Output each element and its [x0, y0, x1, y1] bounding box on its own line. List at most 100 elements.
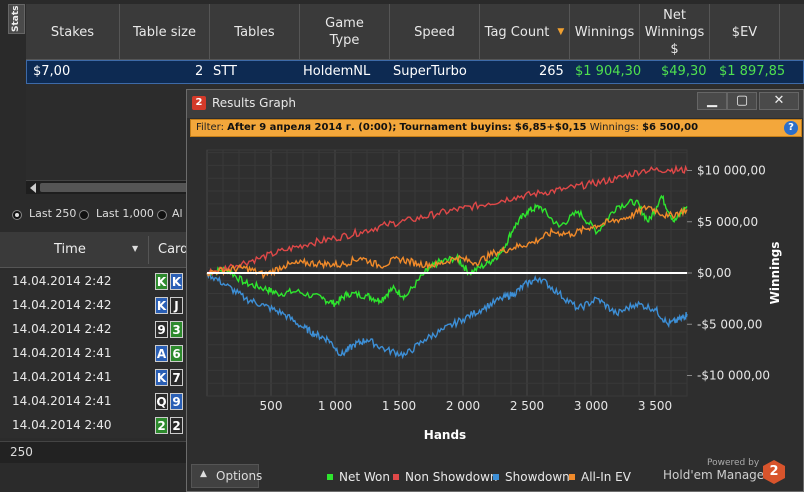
legend-swatch: [493, 474, 499, 480]
series-line-non-showdown: [206, 164, 688, 276]
cell-speed: SuperTurbo: [393, 64, 467, 79]
stats-tab[interactable]: Stats: [8, 4, 25, 34]
close-button[interactable]: ✕: [759, 92, 799, 110]
window-titlebar[interactable]: 2 Results Graph ▁ ▢ ✕: [187, 90, 803, 118]
series-line-showdown: [206, 272, 688, 360]
column-tables[interactable]: Tables: [210, 4, 300, 60]
hand-row[interactable]: 14.04.2014 2:41 Q 9: [0, 390, 188, 414]
hands-table-header: Time ▼ Card: [0, 232, 188, 268]
stats-row[interactable]: $7,00 2 STT HoldemNL SuperTurbo 265 $1 9…: [26, 60, 804, 84]
column-stakes[interactable]: Stakes: [26, 4, 120, 60]
legend-label: All-In EV: [581, 470, 631, 484]
x-tick-label: 2 000: [446, 399, 480, 413]
options-button[interactable]: ▲ Options: [191, 464, 263, 488]
sort-arrow-icon: ▼: [557, 26, 565, 37]
legend-swatch: [569, 474, 575, 480]
minimize-button[interactable]: ▁: [697, 92, 727, 110]
legend-item[interactable]: All-In EV: [569, 470, 631, 484]
hand-row[interactable]: 14.04.2014 2:41 A 6: [0, 342, 188, 366]
hole-card: A: [155, 345, 168, 362]
legend-item[interactable]: Non Showdown: [393, 470, 498, 484]
hand-time: 14.04.2014 2:42: [12, 322, 112, 336]
scrollbar-thumb[interactable]: [40, 183, 190, 192]
column-time[interactable]: Time: [54, 242, 86, 257]
column-net-winnings[interactable]: Net Winnings $: [640, 4, 710, 60]
legend-label: Non Showdown: [405, 470, 498, 484]
x-tick-label: 1 500: [382, 399, 416, 413]
hand-row[interactable]: 14.04.2014 2:40 2 2: [0, 414, 188, 438]
radio-last-250-label[interactable]: Last 250: [29, 207, 77, 220]
radio-all-label[interactable]: Al: [172, 207, 183, 220]
cell-tables: STT: [213, 64, 237, 79]
cell-winnings: $1 904,30: [575, 64, 642, 79]
hole-card: 2: [155, 417, 168, 434]
hand-time: 14.04.2014 2:42: [12, 274, 112, 288]
x-axis-title: Hands: [424, 428, 466, 442]
column-speed[interactable]: Speed: [390, 4, 480, 60]
app-logo-icon: 2: [192, 96, 206, 110]
cell-stakes: $7,00: [33, 64, 71, 79]
cell-game-type: HoldemNL: [303, 64, 371, 79]
maximize-button[interactable]: ▢: [727, 92, 757, 110]
hand-time: 14.04.2014 2:41: [12, 370, 112, 384]
radio-last-1000-label[interactable]: Last 1,000: [96, 207, 154, 220]
hole-card: 7: [170, 369, 183, 386]
y-tick-label: $5 000,00: [697, 215, 758, 229]
y-tick-label: -$5 000,00: [697, 317, 762, 331]
legend-item[interactable]: Showdown: [493, 470, 570, 484]
hands-count: 250: [10, 445, 33, 459]
y-axis-title: Winnings: [768, 242, 782, 305]
column-ev[interactable]: $EV: [710, 4, 780, 60]
x-tick-label: 1 000: [318, 399, 352, 413]
x-tick-label: 500: [260, 399, 283, 413]
y-tick-label: $10 000,00: [697, 164, 766, 178]
chevron-up-icon: ▲: [200, 469, 207, 479]
hands-count-bar: 250: [0, 441, 188, 463]
column-table-size[interactable]: Table size: [120, 4, 210, 60]
radio-last-1000[interactable]: [79, 210, 89, 220]
column-cards[interactable]: Card: [158, 242, 189, 257]
hole-card: 9: [170, 393, 183, 410]
filter-summary-bar[interactable]: Filter: After 9 апреля 2014 г. (0:00); T…: [190, 119, 802, 137]
stats-column-header: Stakes Table size Tables Game Type Speed…: [26, 4, 804, 60]
options-label: Options: [216, 469, 263, 483]
stats-horizontal-scrollbar[interactable]: [26, 180, 190, 194]
hand-row[interactable]: 14.04.2014 2:42 9 3: [0, 318, 188, 342]
scroll-left-icon[interactable]: [30, 183, 36, 193]
cell-net-winnings: $49,30: [661, 64, 707, 79]
legend-swatch: [393, 474, 399, 480]
sort-down-icon[interactable]: ▼: [132, 244, 139, 253]
cell-ev: $1 897,85: [719, 64, 786, 79]
hand-time: 14.04.2014 2:40: [12, 418, 112, 432]
hole-card: 6: [170, 345, 183, 362]
hand-row[interactable]: 14.04.2014 2:41 K 7: [0, 366, 188, 390]
hole-card: 2: [170, 417, 183, 434]
help-icon[interactable]: ?: [784, 121, 798, 135]
column-game-type[interactable]: Game Type: [300, 4, 390, 60]
hole-card: K: [155, 297, 168, 314]
legend-label: Showdown: [505, 470, 570, 484]
cell-table-size: 2: [195, 64, 204, 79]
results-graph-window: 2 Results Graph ▁ ▢ ✕ Filter: After 9 ап…: [186, 89, 804, 492]
hand-row[interactable]: 14.04.2014 2:42 K J: [0, 294, 188, 318]
hole-card: J: [170, 297, 183, 314]
powered-by-text: Powered by: [707, 458, 760, 468]
legend-swatch: [327, 474, 333, 480]
radio-all[interactable]: [157, 210, 167, 220]
hole-card: K: [155, 369, 168, 386]
x-tick-label: 3 000: [574, 399, 608, 413]
column-winnings[interactable]: Winnings: [570, 4, 640, 60]
hole-card: 9: [155, 321, 168, 338]
maximize-icon: ▢: [735, 93, 749, 108]
radio-last-250[interactable]: [12, 210, 22, 220]
hand-filter-bar: Last 250 Last 1,000 Al: [0, 200, 188, 230]
legend-item[interactable]: Net Won: [327, 470, 390, 484]
y-tick-label: $0,00: [697, 266, 731, 280]
close-icon: ✕: [773, 93, 785, 108]
hand-row[interactable]: 14.04.2014 2:42 K K: [0, 270, 188, 294]
x-tick-label: 2 500: [510, 399, 544, 413]
results-chart: 500 1 000 1 500 2 000 2 500 3 000 3 500 $10 000…: [206, 149, 782, 442]
series-line-all-in-ev: [206, 204, 688, 280]
legend-label: Net Won: [339, 470, 390, 484]
column-tag-count[interactable]: Tag Count ▼: [480, 4, 570, 60]
